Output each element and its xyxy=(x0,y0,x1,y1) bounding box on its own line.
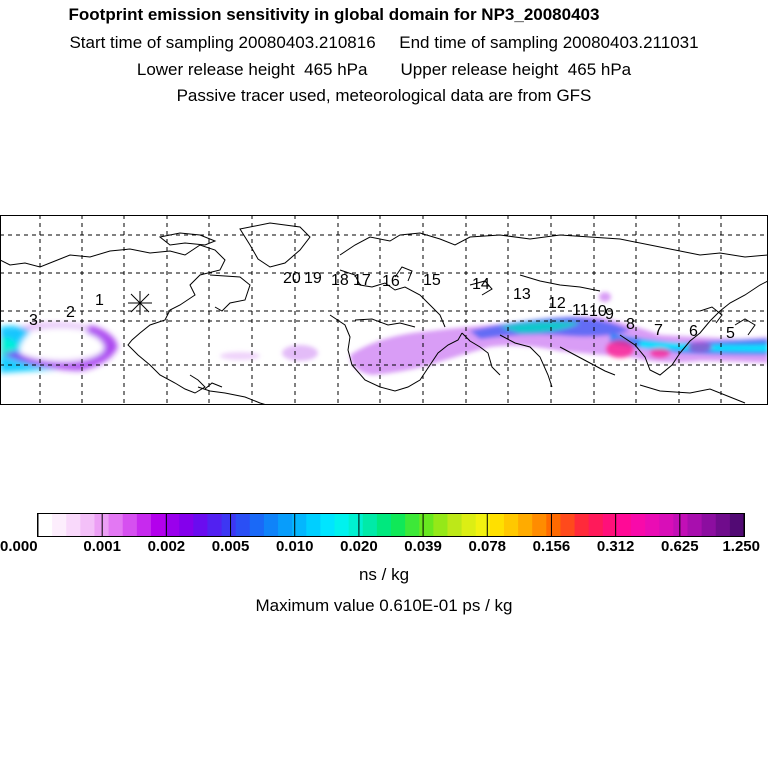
trajectory-label: 16 xyxy=(382,273,400,290)
colorbar-cell xyxy=(235,514,251,536)
maximum-value: Maximum value 0.610E-01 ps / kg xyxy=(255,596,513,615)
colorbar-tick-label: 0.010 xyxy=(275,538,314,555)
colorbar-tick-label: 0.002 xyxy=(147,538,186,555)
release-heights: Lower release height 465 hPa Upper relea… xyxy=(136,60,632,79)
colorbar-tick-label: 0.020 xyxy=(340,538,378,555)
colorbar-cell xyxy=(560,514,576,536)
colorbar-tick-label: 0.078 xyxy=(468,538,507,555)
colorbar-cell xyxy=(574,514,590,536)
colorbar-cell xyxy=(475,514,491,536)
colorbar-cell xyxy=(659,514,674,536)
trajectory-label: 11 xyxy=(572,302,589,319)
colorbar-tick-label: 0.001 xyxy=(83,538,121,555)
map-frame xyxy=(0,215,768,405)
trajectory-label: 5 xyxy=(726,325,735,342)
map-title: Footprint emission sensitivity in global… xyxy=(68,5,600,24)
colorbar-cell xyxy=(391,514,406,536)
sampling-times: Start time of sampling 20080403.210816 E… xyxy=(69,33,699,52)
colorbar-cell xyxy=(122,514,138,536)
colorbar-cell xyxy=(179,514,194,536)
colorbar-cell xyxy=(419,514,434,536)
colorbar-cell xyxy=(645,514,660,536)
colorbar-cell xyxy=(503,514,519,536)
colorbar-cell xyxy=(405,514,420,536)
colorbar-cell xyxy=(729,514,745,536)
world-map: 20 19 18 17 16 15 14 13 12 11 10 9 8 7 6… xyxy=(0,215,768,405)
colorbar-cell xyxy=(165,514,180,536)
colorbar-cell xyxy=(433,514,449,536)
colorbar-tick-label: 0.000 xyxy=(0,538,38,555)
colorbar-cell xyxy=(136,514,152,536)
coastlines xyxy=(0,222,768,405)
colorbar-cell xyxy=(348,514,364,536)
colorbar-cell xyxy=(221,514,237,536)
graticule xyxy=(0,215,768,405)
colorbar-tick-label: 0.005 xyxy=(211,538,250,555)
trajectory-label: 9 xyxy=(605,306,614,323)
colorbar-cell xyxy=(362,514,378,536)
trajectory-label: 10 xyxy=(589,303,607,320)
trajectory-label: 17 xyxy=(353,272,371,289)
colorbar-cell xyxy=(489,514,505,536)
colorbar-tick-label: 0.039 xyxy=(404,538,442,555)
colorbar-cell xyxy=(278,514,293,536)
trajectory-label: 1 xyxy=(95,292,104,309)
trajectory-labels: 20 19 18 17 16 15 14 13 12 11 10 9 8 7 6… xyxy=(29,270,735,342)
trajectory-label: 18 xyxy=(331,272,349,289)
colorbar-cell xyxy=(532,514,547,536)
trajectory-label: 8 xyxy=(626,316,635,333)
tracer-note: Passive tracer used, meteorological data… xyxy=(176,86,592,105)
colorbar-cell xyxy=(687,514,703,536)
colorbar-cell xyxy=(376,514,392,536)
trajectory-label: 19 xyxy=(304,270,322,287)
trajectory-label: 20 xyxy=(283,270,301,287)
trajectory-label: 7 xyxy=(654,322,663,339)
trajectory-label: 15 xyxy=(423,272,441,289)
colorbar-cell xyxy=(193,514,209,536)
trajectory-label: 13 xyxy=(513,286,531,303)
colorbar-cell xyxy=(602,514,618,536)
sensitivity-plume-pacific xyxy=(0,323,118,373)
colorbar-cell xyxy=(150,514,166,536)
colorbar-tick-label: 0.625 xyxy=(661,538,699,555)
trajectory-label: 2 xyxy=(66,304,75,321)
colorbar-cell xyxy=(701,514,717,536)
trajectory-label: 12 xyxy=(548,295,566,312)
colorbar-cell xyxy=(631,514,646,536)
colorbar-cell xyxy=(334,514,350,536)
colorbar-cell xyxy=(80,514,96,536)
colorbar-cell xyxy=(715,514,731,536)
colorbar-unit: ns / kg xyxy=(358,565,410,584)
colorbar-cell xyxy=(518,514,533,536)
colorbar-cell xyxy=(447,514,463,536)
sensitivity-plume-eurasia xyxy=(220,292,768,375)
colorbar-tick-label: 0.312 xyxy=(596,538,635,555)
colorbar-cell xyxy=(673,514,689,536)
colorbar-cell xyxy=(588,514,604,536)
colorbar-cell xyxy=(292,514,307,536)
colorbar-cell xyxy=(320,514,336,536)
colorbar-cell xyxy=(52,514,67,536)
trajectory-label: 6 xyxy=(689,323,698,340)
colorbar-tick-label: 1.250 xyxy=(722,538,760,555)
release-point-asterisk-icon xyxy=(128,291,152,315)
colorbar-cell xyxy=(207,514,223,536)
colorbar-cell xyxy=(306,514,321,536)
colorbar-cell xyxy=(38,514,53,536)
colorbar-cell xyxy=(461,514,477,536)
colorbar-cell xyxy=(249,514,265,536)
trajectory-label: 14 xyxy=(472,276,490,293)
colorbar-cell xyxy=(546,514,562,536)
colorbar-cell xyxy=(263,514,279,536)
colorbar xyxy=(37,513,745,537)
colorbar-cell xyxy=(616,514,632,536)
trajectory-label: 3 xyxy=(29,312,38,329)
colorbar-cell xyxy=(108,514,124,536)
colorbar-cell xyxy=(66,514,81,536)
colorbar-tick-label: 0.156 xyxy=(532,538,571,555)
